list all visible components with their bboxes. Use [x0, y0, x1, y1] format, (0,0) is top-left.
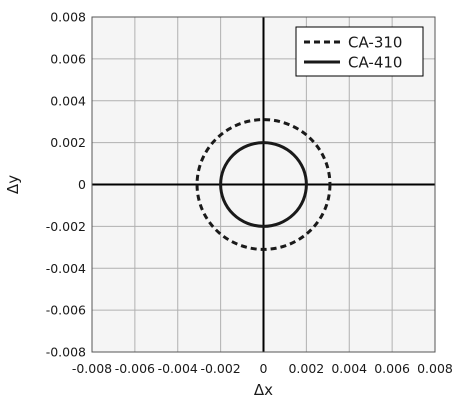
y-tick-label: 0 [78, 177, 86, 192]
y-tick-label: -0.006 [46, 303, 86, 318]
y-tick-label: 0.004 [50, 93, 86, 108]
x-tick-label: 0.004 [331, 361, 367, 376]
x-tick-label: 0.008 [417, 361, 453, 376]
y-tick-label: -0.002 [46, 219, 86, 234]
series-ca-410 [219, 141, 308, 228]
x-tick-labels: -0.008 -0.006 -0.004 -0.002 0 0.002 0.004 0.006… [72, 361, 453, 376]
x-axis-title: Δx [254, 381, 273, 399]
y-tick-labels: 0.008 0.006 0.004 0.002 0 -0.002 -0.004 -0.006 -… [46, 10, 86, 360]
x-tick-label: 0 [260, 361, 268, 376]
x-tick-label: 0.006 [374, 361, 410, 376]
y-tick-label: 0.002 [50, 135, 86, 150]
x-tick-label: -0.004 [158, 361, 198, 376]
x-tick-label: 0.002 [288, 361, 324, 376]
legend-label-ca-410: CA-410 [348, 54, 402, 72]
y-tick-label: -0.004 [46, 261, 86, 276]
y-axis-title: Δy [4, 175, 22, 194]
legend-label-ca-310: CA-310 [348, 34, 402, 52]
series-ca-310 [195, 118, 332, 251]
plot-frame [91, 16, 436, 353]
x-tick-label: -0.006 [115, 361, 155, 376]
y-tick-label: -0.008 [46, 345, 86, 360]
series-layer [195, 118, 332, 251]
y-tick-label: 0.008 [50, 10, 86, 25]
legend-box [295, 26, 424, 77]
legend: CA-310 CA-410 [295, 26, 424, 77]
x-tick-label: -0.008 [72, 361, 112, 376]
x-tick-label: -0.002 [200, 361, 240, 376]
zero-axes [92, 17, 435, 352]
y-tick-label: 0.006 [50, 51, 86, 66]
